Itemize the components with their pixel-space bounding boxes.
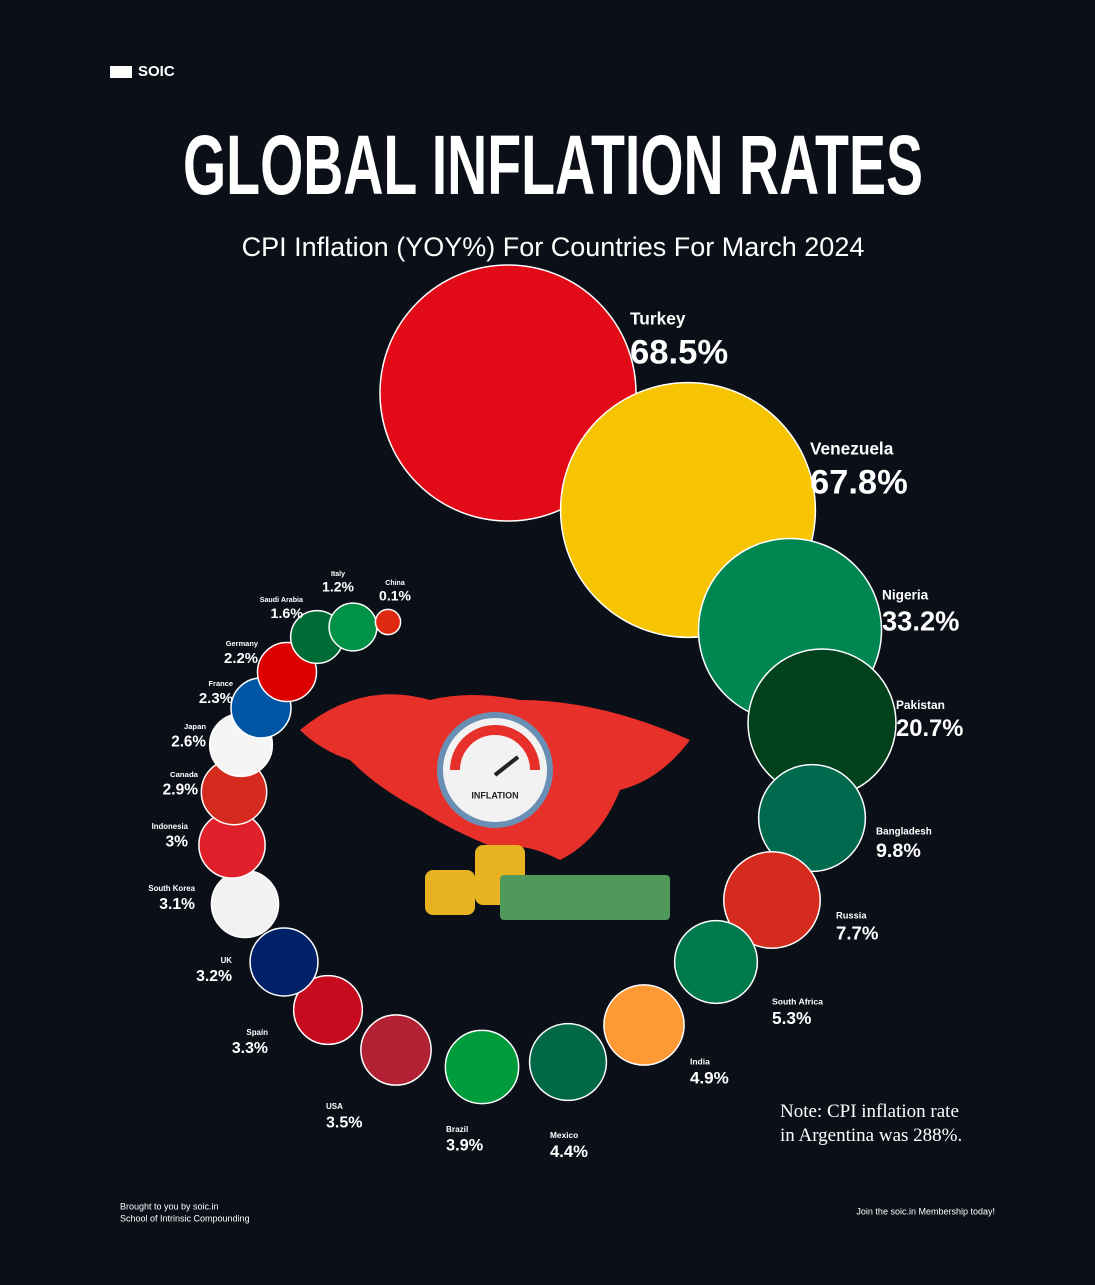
value-label: 0.1% — [379, 588, 411, 604]
value-label: 20.7% — [896, 715, 963, 742]
country-label: Turkey — [630, 309, 686, 329]
bubble — [374, 608, 402, 636]
value-label: 3% — [165, 834, 188, 851]
country-label: UK — [221, 956, 233, 965]
coins — [425, 870, 475, 915]
chart-subtitle: CPI Inflation (YOY%) For Countries For M… — [242, 232, 865, 262]
value-label: 3.2% — [196, 968, 232, 985]
value-label: 4.4% — [550, 1142, 588, 1161]
bubble — [444, 1029, 520, 1105]
country-label: Russia — [836, 910, 867, 920]
country-label: Germany — [226, 639, 259, 648]
value-label: 2.3% — [199, 690, 233, 707]
bubble — [723, 851, 821, 949]
country-label: Indonesia — [152, 822, 189, 831]
country-label: USA — [326, 1102, 343, 1111]
value-label: 2.6% — [171, 733, 206, 750]
country-label: South Africa — [772, 996, 823, 1006]
footer-right: Join the soic.in Membership today! — [856, 1206, 995, 1216]
bubble — [210, 869, 280, 939]
logo-icon — [110, 66, 132, 78]
country-label: Bangladesh — [876, 827, 932, 838]
gauge-arc — [450, 725, 540, 771]
country-label: Canada — [170, 770, 199, 779]
value-label: 2.9% — [163, 782, 199, 799]
country-label: Japan — [184, 722, 206, 731]
value-label: 9.8% — [876, 840, 921, 862]
country-label: Nigeria — [882, 588, 929, 603]
country-label: China — [385, 580, 405, 587]
bubble — [328, 602, 378, 652]
country-label: Mexico — [550, 1130, 578, 1140]
gauge-needle — [493, 755, 520, 777]
value-label: 1.2% — [322, 579, 354, 595]
bubble — [360, 1014, 432, 1086]
country-label: Saudi Arabia — [260, 596, 304, 604]
logo: SOIC — [138, 63, 175, 80]
value-label: 33.2% — [882, 606, 959, 637]
country-label: Pakistan — [896, 698, 945, 712]
gauge-label: INFLATION — [471, 790, 518, 800]
country-label: France — [208, 679, 233, 688]
footer-left: Brought to you by soic.in — [120, 1201, 219, 1211]
value-label: 3.1% — [159, 896, 195, 913]
value-label: 2.2% — [224, 651, 258, 667]
country-label: India — [690, 1056, 710, 1066]
bubble — [757, 763, 867, 873]
value-label: 3.3% — [232, 1040, 268, 1057]
country-label: Brazil — [446, 1125, 468, 1134]
country-label: South Korea — [148, 884, 195, 893]
value-label: 1.6% — [271, 606, 304, 622]
value-label: 4.9% — [690, 1069, 729, 1088]
bubble — [603, 984, 685, 1066]
note: Note: CPI inflation rate in Argentina was… — [780, 1101, 962, 1146]
value-label: 68.5% — [630, 334, 728, 372]
value-label: 67.8% — [810, 464, 908, 502]
footer-left: School of Intrinsic Compounding — [120, 1213, 250, 1223]
illustration: INFLATION — [300, 694, 690, 920]
country-label: Italy — [331, 571, 345, 578]
bubble — [292, 974, 364, 1046]
value-label: 3.9% — [446, 1137, 484, 1155]
country-label: Spain — [246, 1028, 268, 1037]
money — [500, 875, 670, 920]
chart-title: GLOBAL INFLATION RATES — [183, 118, 923, 212]
bubble — [673, 919, 759, 1005]
bubble — [249, 927, 319, 997]
bubble — [528, 1022, 608, 1102]
value-label: 3.5% — [326, 1113, 363, 1131]
value-label: 5.3% — [772, 1008, 811, 1028]
value-label: 7.7% — [836, 923, 879, 944]
bubbles — [198, 264, 897, 1105]
country-label: Venezuela — [810, 439, 894, 459]
